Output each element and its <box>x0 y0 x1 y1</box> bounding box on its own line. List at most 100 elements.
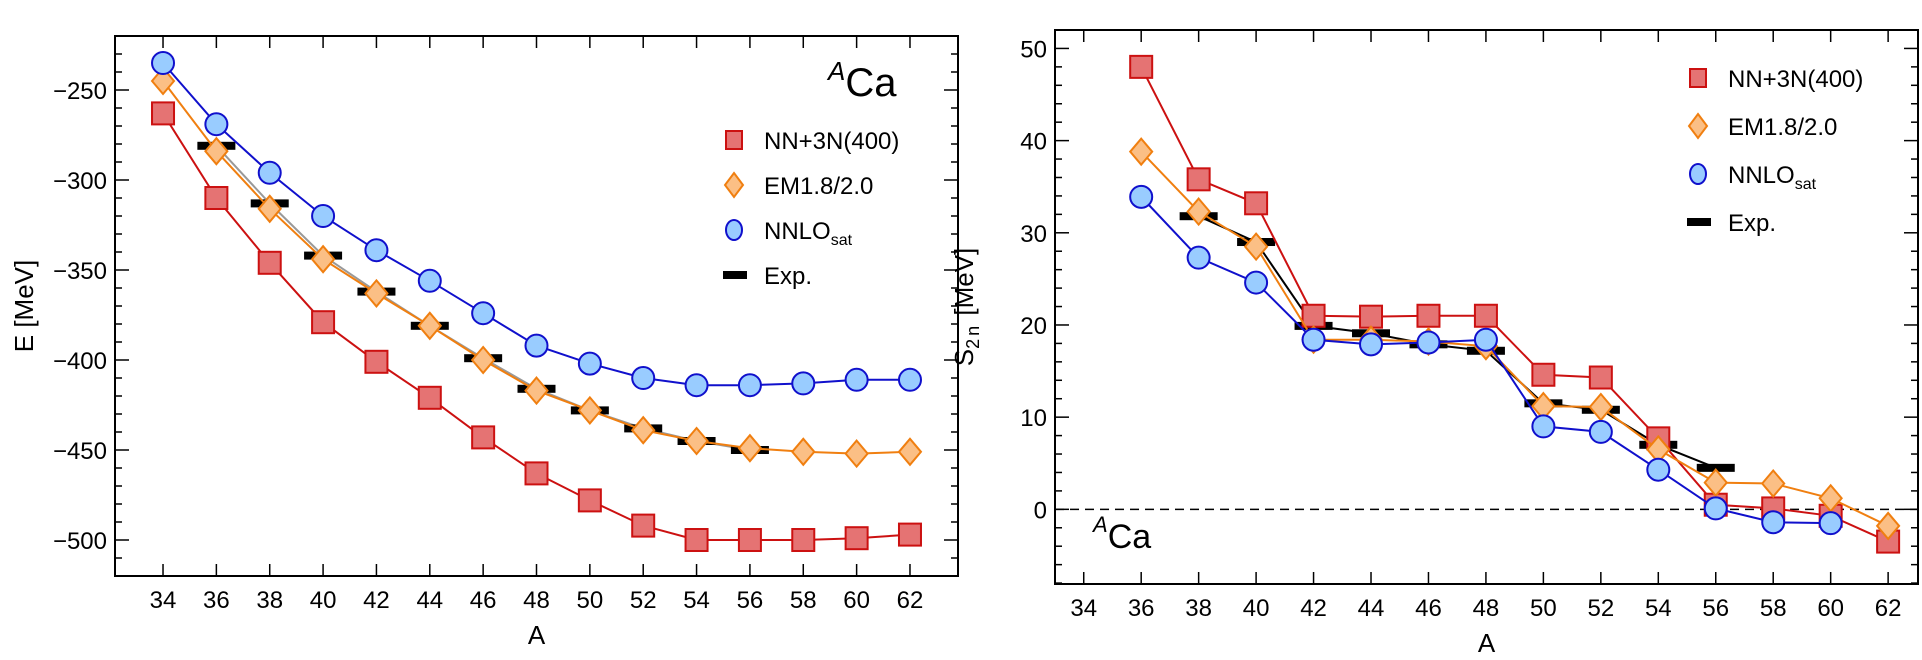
legend-label-main: NNLO <box>764 218 831 245</box>
x-tick-label: 38 <box>256 587 283 614</box>
x-tick-label: 50 <box>577 587 604 614</box>
legend: NN+3N(400) EM1.8/2.0 NNLOsat Exp. <box>723 128 899 290</box>
data-point <box>791 528 816 552</box>
x-tick-label: 58 <box>790 587 817 614</box>
x-axis-label: A <box>1478 628 1496 655</box>
x-tick-label: 48 <box>1473 595 1500 622</box>
data-point <box>1473 327 1498 352</box>
data-point <box>1760 468 1786 499</box>
legend-label: EM1.8/2.0 <box>1728 114 1837 141</box>
data-point <box>897 437 923 467</box>
y-axis-label-unit: [MeV] <box>949 248 979 323</box>
data-point <box>417 385 442 410</box>
data-point <box>151 51 176 75</box>
series-nnlosat <box>151 51 922 398</box>
x-tick-label: 52 <box>1587 595 1614 622</box>
legend-marker <box>1687 112 1709 140</box>
y-tick-label: 30 <box>1020 221 1047 248</box>
legend-marker <box>725 130 743 150</box>
x-tick-label: 34 <box>150 587 177 614</box>
data-point <box>1129 54 1154 79</box>
legend-label: NNLOsat <box>1728 162 1817 193</box>
data-point <box>1761 510 1786 535</box>
x-tick-label: 52 <box>630 587 657 614</box>
data-point <box>311 310 336 335</box>
y-axis-label: E [MeV] <box>9 260 39 352</box>
x-tick-label: 62 <box>1875 595 1902 622</box>
y-axis-label-main: S <box>949 349 979 366</box>
data-point <box>151 101 176 126</box>
x-tick-label: 60 <box>1817 595 1844 622</box>
x-tick-label: 58 <box>1760 595 1787 622</box>
x-tick-label: 56 <box>1702 595 1729 622</box>
x-tick-label: 62 <box>897 587 924 614</box>
data-point <box>1186 245 1211 270</box>
data-point <box>577 395 603 425</box>
legend-label-sub: sat <box>1795 176 1817 193</box>
data-point <box>631 366 656 390</box>
y-axis-label-sub: 2n <box>963 323 983 349</box>
data-point <box>471 425 496 450</box>
legend: NN+3N(400) EM1.8/2.0 NNLOsat Exp. <box>1687 66 1863 237</box>
data-point <box>417 268 442 293</box>
legend-label: EM1.8/2.0 <box>764 173 873 200</box>
data-point <box>417 311 443 341</box>
x-tick-label: 36 <box>203 587 230 614</box>
y-tick-label: 0 <box>1034 497 1047 524</box>
data-point <box>1359 304 1384 329</box>
x-tick-label: 50 <box>1530 595 1557 622</box>
legend-marker <box>725 219 743 241</box>
data-point <box>844 367 869 392</box>
chart-title: ACa <box>826 56 897 105</box>
y-tick-label: 10 <box>1020 405 1047 432</box>
x-tick-label: 42 <box>1300 595 1327 622</box>
legend-marker <box>1689 163 1707 185</box>
chart-panel-left: 34 36 38 40 42 44 46 48 50 52 54 56 58 60 62 −250 −300 −3… <box>9 35 959 650</box>
title-main: Ca <box>845 61 897 105</box>
data-point <box>1129 184 1154 209</box>
data-point <box>311 204 336 228</box>
data-point <box>1588 365 1613 390</box>
data-point <box>1244 270 1269 295</box>
x-tick-label: 40 <box>1243 595 1270 622</box>
y-tick-label: −300 <box>53 168 107 195</box>
legend-label: NN+3N(400) <box>1728 66 1863 93</box>
data-point <box>1703 468 1729 498</box>
data-point <box>630 415 656 445</box>
data-point <box>524 333 549 358</box>
data-point <box>577 488 602 513</box>
x-tick-label: 56 <box>737 587 764 614</box>
y-axis-label: S2n [MeV] <box>949 248 983 367</box>
legend-label-sub: sat <box>831 232 853 249</box>
data-point <box>1128 137 1154 167</box>
legend-marker <box>1687 218 1711 226</box>
data-point <box>897 367 922 392</box>
series-em1-8-2-0 <box>1128 137 1901 541</box>
x-tick-label: 34 <box>1070 595 1097 622</box>
legend-marker <box>1689 68 1707 88</box>
plot-frame <box>114 35 959 577</box>
chart-title: ACa <box>1091 512 1151 556</box>
data-point <box>204 186 229 210</box>
data-point <box>631 513 656 538</box>
data-point <box>364 278 389 308</box>
x-tick-label: 54 <box>1645 595 1672 622</box>
data-point <box>1646 457 1671 482</box>
data-point <box>1301 327 1326 352</box>
data-point <box>1531 362 1556 387</box>
data-point <box>1875 511 1901 541</box>
y-tick-label: −450 <box>53 438 107 465</box>
data-point <box>364 238 389 263</box>
data-point <box>257 250 282 275</box>
x-tick-label: 60 <box>843 587 870 614</box>
data-point <box>790 437 816 467</box>
data-point <box>737 528 762 552</box>
data-point <box>684 528 709 552</box>
data-point <box>1359 332 1384 357</box>
data-point <box>1186 197 1211 227</box>
x-tick-label: 46 <box>1415 595 1442 622</box>
data-point <box>1416 303 1441 328</box>
data-point <box>791 371 816 396</box>
y-tick-label: 50 <box>1020 36 1047 63</box>
